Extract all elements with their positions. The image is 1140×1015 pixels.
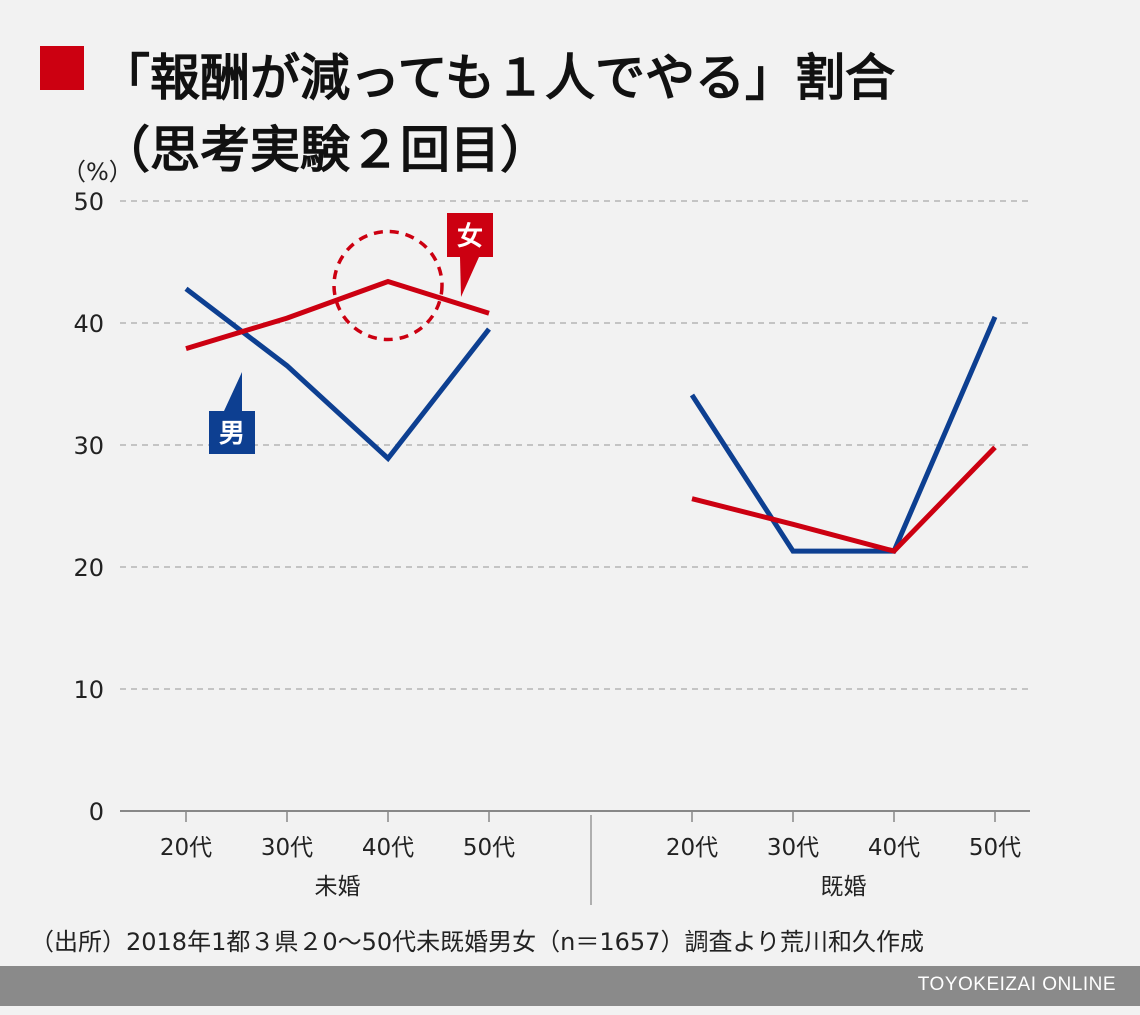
highlight-circle (332, 229, 444, 342)
chart-subtitle: （思考実験２回目） (100, 121, 550, 179)
callout-female-pointer (460, 257, 479, 297)
x-category-label: 20代 (160, 835, 212, 861)
x-category-label: 50代 (969, 835, 1021, 861)
y-tick-30: 30 (73, 432, 104, 460)
series-line-male-married (689, 315, 998, 554)
brand-logo-text: TOYOKEIZAI ONLINE (917, 974, 1116, 995)
highlight-circle-40s-female (332, 229, 444, 342)
callout-male-pointer (224, 372, 242, 411)
callout-female: 女 (447, 213, 493, 297)
series-lines (184, 278, 998, 554)
series-line-female-unmarried (185, 278, 490, 351)
y-tick-0: 0 (89, 798, 104, 826)
callout-male-box (209, 411, 255, 454)
y-tick-50: 50 (73, 188, 104, 216)
footer-bar: TOYOKEIZAI ONLINE (0, 966, 1140, 1006)
source-note: （出所）2018年1都３県２0～50代未既婚男女（n＝1657）調査より荒川和久… (30, 928, 924, 956)
y-unit-label: （%） (62, 158, 133, 186)
series-line-male-unmarried (184, 286, 491, 463)
callout-female-box (447, 213, 493, 257)
x-category-label: 30代 (767, 835, 819, 861)
y-tick-10: 10 (73, 676, 104, 704)
x-category-label: 50代 (463, 835, 515, 861)
series-callouts: 女男 (209, 213, 493, 454)
chart-title: 「報酬が減っても１人でやる」割合 (100, 49, 895, 107)
title-marker (40, 46, 84, 90)
y-tick-20: 20 (73, 554, 104, 582)
group-label-unmarried: 未婚 (315, 874, 361, 900)
y-axis-ticks: 0 10 20 30 40 50 (73, 188, 104, 826)
axes (120, 810, 1030, 905)
x-category-label: 20代 (666, 835, 718, 861)
x-category-label: 40代 (868, 835, 920, 861)
callout-female-label: 女 (457, 221, 483, 252)
group-label-married: 既婚 (821, 874, 867, 900)
callout-male: 男 (209, 372, 255, 454)
series-line-female-married (691, 445, 997, 554)
gridlines (120, 200, 1030, 690)
x-category-label: 30代 (261, 835, 313, 861)
x-category-label: 40代 (362, 835, 414, 861)
callout-male-label: 男 (219, 419, 245, 449)
y-tick-40: 40 (73, 310, 104, 338)
